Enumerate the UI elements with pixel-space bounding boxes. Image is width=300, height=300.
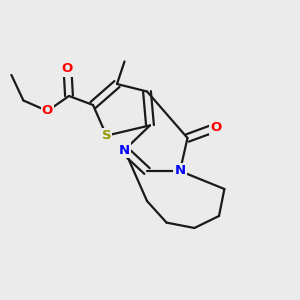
- Text: S: S: [102, 129, 111, 142]
- Text: N: N: [119, 143, 130, 157]
- Text: N: N: [174, 164, 186, 178]
- Text: O: O: [210, 121, 222, 134]
- Text: O: O: [42, 104, 53, 118]
- Text: O: O: [62, 62, 73, 76]
